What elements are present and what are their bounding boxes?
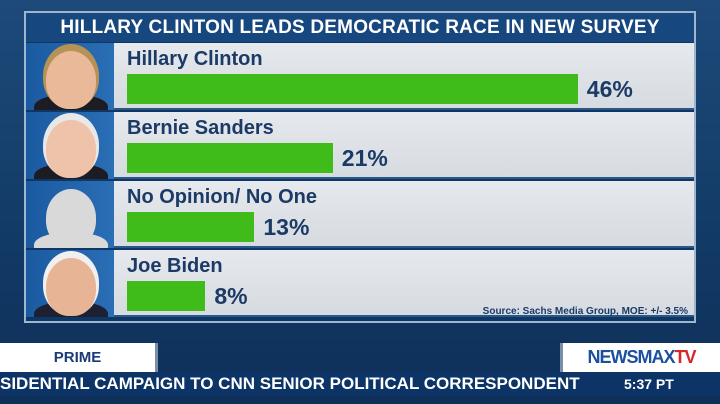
silhouette-head xyxy=(46,120,96,178)
category-label: No Opinion/ No One xyxy=(127,186,317,208)
silhouette-head xyxy=(46,189,96,247)
data-label: 46% xyxy=(586,76,633,102)
bar xyxy=(127,143,333,173)
category-label: Joe Biden xyxy=(127,255,223,277)
ticker-text: SIDENTIAL CAMPAIGN TO CNN SENIOR POLITIC… xyxy=(0,374,580,393)
candidate-photo xyxy=(26,112,114,179)
candidate-photo xyxy=(26,181,114,248)
silhouette-head xyxy=(46,258,96,316)
poll-graphic: HILLARY CLINTON LEADS DEMOCRATIC RACE IN… xyxy=(24,11,696,323)
news-ticker: SIDENTIAL CAMPAIGN TO CNN SENIOR POLITIC… xyxy=(0,372,720,396)
candidate-photo xyxy=(26,43,114,110)
clock: 5:37 PT xyxy=(624,376,674,392)
bar-row: Joe Biden 8% xyxy=(26,250,694,317)
chart-title: HILLARY CLINTON LEADS DEMOCRATIC RACE IN… xyxy=(26,13,694,42)
data-label: 8% xyxy=(214,283,248,309)
newsmax-logo: NEWSMAXTV xyxy=(560,343,720,372)
category-label: Hillary Clinton xyxy=(127,48,263,70)
silhouette-head xyxy=(46,51,96,109)
category-label: Bernie Sanders xyxy=(127,117,274,139)
data-label: 13% xyxy=(263,214,310,240)
bar-row: Hillary Clinton 46% xyxy=(26,43,694,110)
candidate-photo xyxy=(26,250,114,317)
bar xyxy=(127,74,578,104)
show-name: PRIME xyxy=(0,343,158,372)
bar xyxy=(127,212,255,242)
source-note: Source: Sachs Media Group, MOE: +/- 3.5% xyxy=(482,306,688,317)
bar-row: No Opinion/ No One 13% xyxy=(26,181,694,248)
bar xyxy=(127,281,206,311)
bar-row: Bernie Sanders 21% xyxy=(26,112,694,179)
data-label: 21% xyxy=(341,145,388,171)
